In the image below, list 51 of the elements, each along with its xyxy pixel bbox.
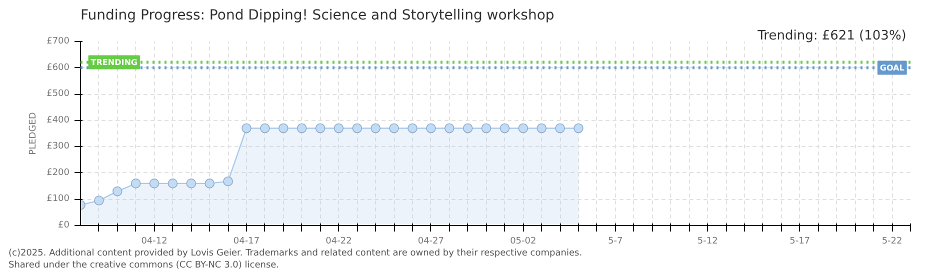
point bbox=[186, 178, 196, 188]
y-tick-label: £700 bbox=[46, 36, 70, 46]
y-axis-title: PLEDGED bbox=[28, 112, 39, 155]
x-tick-label: 04-22 bbox=[326, 236, 352, 246]
text: (c)2025. Additional content provided by Lovis Geier. Trademarks and related content are owned by their respective companies. bbox=[8, 248, 582, 258]
ref-line-label: TRENDING bbox=[90, 58, 138, 67]
x-tick-label: 5-22 bbox=[882, 236, 902, 246]
point bbox=[168, 178, 178, 188]
x-tick-label: 05-02 bbox=[510, 236, 536, 246]
point bbox=[408, 123, 418, 134]
point bbox=[130, 178, 141, 188]
y-tick-label: £0 bbox=[58, 220, 70, 230]
point bbox=[518, 123, 528, 134]
point bbox=[315, 123, 326, 134]
y-tick-label: £600 bbox=[46, 62, 70, 73]
text: Shared under the creative commons (CC BY-NC 3.0) license. bbox=[8, 260, 280, 270]
chart-title: Funding Progress: Pond Dipping! Science and Storytelling workshop bbox=[80, 8, 554, 24]
x-tick-label: 5-17 bbox=[790, 236, 810, 246]
ref-line-label: GOAL bbox=[880, 63, 904, 72]
point bbox=[444, 123, 454, 134]
y-tick-label: £100 bbox=[46, 194, 70, 204]
point bbox=[370, 123, 381, 134]
point bbox=[296, 123, 307, 134]
point bbox=[204, 178, 215, 188]
point bbox=[481, 123, 492, 134]
point bbox=[112, 186, 122, 196]
point bbox=[223, 176, 233, 186]
point bbox=[149, 178, 160, 188]
y-tick-label: £200 bbox=[46, 168, 70, 178]
point bbox=[462, 123, 473, 134]
y-tick-label: £300 bbox=[46, 142, 70, 152]
y-tick-label: £400 bbox=[46, 115, 70, 126]
point bbox=[574, 123, 584, 134]
point bbox=[334, 123, 344, 134]
point bbox=[536, 123, 547, 134]
x-tick-label: 5-7 bbox=[608, 236, 623, 246]
point bbox=[260, 123, 270, 134]
point bbox=[352, 123, 362, 134]
point bbox=[94, 196, 104, 206]
x-tick-label: 04-12 bbox=[141, 236, 168, 246]
x-tick-label: 5-12 bbox=[697, 236, 718, 246]
chart-subtitle: Trending: £621 (103%) bbox=[756, 28, 906, 44]
y-tick-label: £500 bbox=[46, 89, 70, 100]
point bbox=[555, 123, 565, 134]
point bbox=[389, 123, 399, 134]
point bbox=[426, 123, 436, 134]
point bbox=[278, 123, 288, 134]
x-tick-label: 04-17 bbox=[233, 236, 260, 246]
x-tick-label: 04-27 bbox=[418, 236, 444, 246]
point bbox=[242, 123, 252, 134]
point bbox=[500, 123, 510, 134]
